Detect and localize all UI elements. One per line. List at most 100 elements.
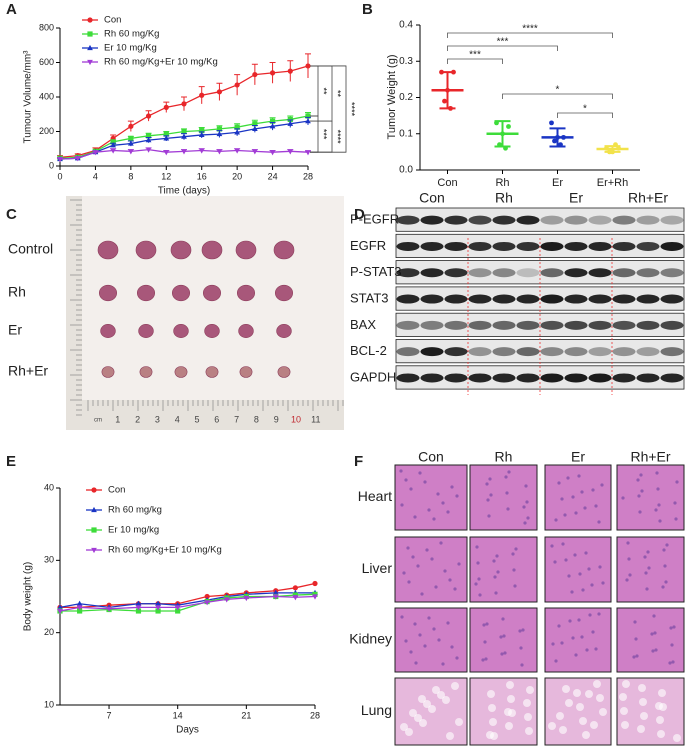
tumor [204,324,220,338]
data-point [442,98,447,104]
tissue-detail [559,726,567,734]
blot-band [420,215,444,225]
tissue-detail [414,714,422,722]
marker [204,593,210,600]
tissue-detail [557,481,561,485]
tumor [135,240,157,260]
tissue-detail [508,709,516,717]
tissue-detail [635,654,639,658]
marker [91,547,97,554]
tissue-detail [522,505,526,509]
histology-image [544,536,612,603]
blot-band [636,268,660,278]
blot-band [396,215,420,225]
tissue-detail [581,588,585,592]
tissue-detail [654,648,658,652]
tissue-detail [441,662,445,666]
series-line [60,582,316,608]
tissue-detail [494,591,498,595]
ruler-label: 4 [175,414,180,424]
tissue-detail [502,634,506,638]
blot-band [660,373,684,383]
tissue-detail [446,510,450,514]
marker [87,59,93,66]
significance-label: ** [333,90,343,98]
marker [181,101,187,107]
marker [251,125,258,131]
tissue-detail [492,559,496,563]
significance-label: **** [522,24,538,35]
tumor [99,284,118,302]
marker [287,120,294,126]
histology-image [616,677,685,746]
significance-label: *** [319,129,329,140]
marker [269,150,276,156]
marker [110,139,116,145]
tissue-detail [475,545,479,549]
tissue-detail [566,476,570,480]
tissue-detail [671,660,675,664]
tissue-detail [560,497,564,501]
tissue-detail [628,573,632,577]
tumor [274,284,293,302]
tissue-detail [633,620,637,624]
marker [216,89,223,95]
tissue-detail [526,516,530,520]
tumor [100,324,116,338]
legend-label: Rh 60 mg/Kg [104,29,159,40]
legend-label: Rh 60 mg/Kg+Er 10 mg/Kg [104,57,218,68]
tissue-detail [622,680,630,688]
tissue-detail [499,635,503,639]
ruler-label: 5 [194,414,199,424]
series-line [59,592,315,609]
blot-band [612,320,636,330]
tissue-detail [481,658,485,662]
tissue-detail [406,546,410,550]
tissue-detail [591,488,595,492]
tissue-detail [639,473,643,477]
tissue-detail [446,732,454,740]
marker [174,605,181,611]
marker [91,487,97,493]
y-tick-label: 0.4 [399,20,413,31]
marker [305,150,311,156]
tissue-detail [661,585,665,589]
x-tick-label: 21 [241,710,251,720]
blot-band [612,241,636,251]
panel-label: B [362,1,373,18]
tumor-photo [70,199,344,416]
marker [163,104,169,110]
tissue-detail [652,614,656,618]
blot-band [468,373,492,383]
tissue-detail [619,693,627,701]
marker [223,597,230,603]
tissue-detail [599,708,607,716]
tissue-detail [584,551,588,555]
tissue-detail [484,657,488,661]
tissue-detail [427,508,431,512]
tissue-detail [486,498,490,502]
legend-label: Rh 60 mg/Kg+Er 10 mg/Kg [108,545,222,556]
blot-band [612,347,636,357]
tissue-detail [500,652,504,656]
tissue-detail [409,650,413,654]
blot-band [468,215,492,225]
histology-image [469,607,538,673]
sd-bar [439,71,456,110]
blot-band [420,320,444,330]
marker [252,121,258,127]
marker [312,594,318,600]
tumor [238,324,254,338]
legend-label: Er 10 mg/kg [108,525,159,536]
tissue-detail [674,517,678,521]
row-label: GAPDH [350,369,396,384]
tumor [276,324,292,338]
tissue-detail [409,709,417,717]
y-tick-label: 40 [44,482,54,492]
marker [76,600,83,606]
tissue-detail [594,504,598,508]
tissue-detail [580,490,584,494]
tissue-detail [600,483,604,487]
x-tick-label: 16 [197,171,207,181]
tissue-detail [654,508,658,512]
